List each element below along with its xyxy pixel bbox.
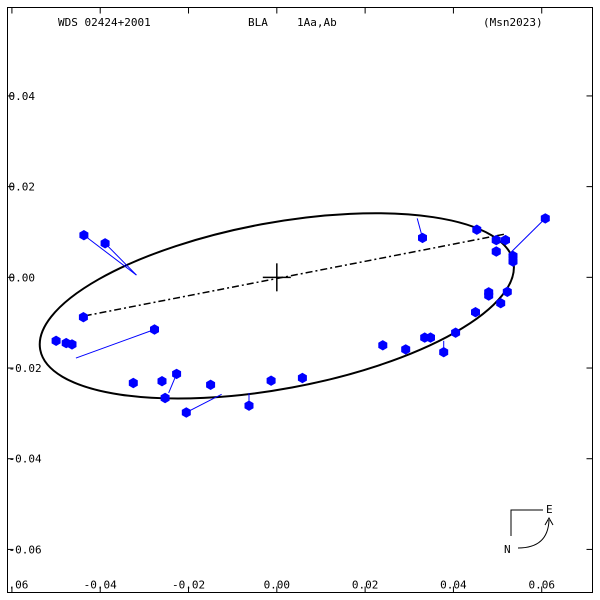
observation-point (501, 234, 510, 246)
observation-point (172, 368, 182, 380)
x-axis-ticks (11, 7, 543, 593)
orbit-reference: (Msn2023) (483, 16, 543, 29)
observation-point (266, 375, 276, 386)
observation-point (78, 312, 88, 323)
observation-point (484, 290, 494, 301)
observation-point (378, 340, 388, 351)
observation-point (508, 256, 518, 267)
x-tick-label: .06 (9, 579, 29, 592)
compass-rotation-arrow (517, 519, 550, 549)
y-tick-label: -0.02 (9, 362, 42, 375)
observation-point (491, 234, 501, 246)
x-tick-label: 0.04 (440, 579, 467, 592)
plot-frame (7, 7, 593, 593)
primary-star-marker (262, 263, 291, 292)
observation-point (128, 377, 138, 389)
observation-point (426, 332, 435, 343)
observation-point (502, 286, 512, 297)
residual-line (83, 234, 137, 276)
observation-point (496, 298, 506, 309)
observation-point (244, 400, 254, 411)
observation-point (418, 232, 427, 244)
observation-point (491, 246, 501, 257)
y-tick-label: 0.00 (9, 271, 36, 284)
x-tick-label: 0.00 (264, 579, 291, 592)
x-tick-label: -0.04 (84, 579, 117, 592)
observation-point (471, 307, 480, 318)
compass-arrow-head (544, 516, 554, 526)
residual-lines (75, 218, 546, 413)
observation-point (206, 379, 216, 390)
orbit-ellipse (38, 212, 515, 400)
compass-axes (510, 509, 543, 536)
observation-point (439, 347, 449, 358)
observation-points (51, 213, 550, 418)
compass-north-label: N (504, 543, 511, 556)
observation-point (472, 224, 482, 235)
observation-point (79, 230, 89, 241)
y-tick-label: 0.02 (9, 181, 36, 194)
compass: E N (504, 503, 554, 556)
observation-point (100, 238, 110, 249)
observation-point (67, 339, 77, 350)
x-tick-label: -0.02 (172, 579, 205, 592)
y-tick-label: -0.06 (9, 543, 42, 556)
x-tick-label: 0.02 (352, 579, 379, 592)
observation-point (401, 344, 411, 355)
residual-line (75, 329, 155, 359)
compass-east-label: E (546, 503, 553, 516)
discoverer-code: BLA (248, 16, 268, 29)
observation-point (160, 392, 170, 404)
x-axis-tick-labels: .06 -0.04 -0.02 0.00 0.02 0.04 0.06 (9, 579, 555, 592)
residual-line (104, 242, 137, 276)
wds-id: WDS 02424+2001 (58, 16, 151, 29)
observation-point (297, 372, 307, 384)
observation-point (157, 376, 167, 387)
observation-point (451, 327, 461, 338)
y-axis-tick-labels: 0.04 0.02 0.00 -0.02 -0.04 -0.06 (9, 90, 42, 556)
y-tick-label: -0.04 (9, 453, 42, 466)
residual-line (186, 393, 222, 413)
line-of-nodes (84, 233, 505, 317)
observation-point (540, 213, 550, 224)
x-tick-label: 0.06 (528, 579, 555, 592)
observation-point (51, 335, 61, 346)
observation-point (150, 324, 159, 335)
y-tick-label: 0.04 (9, 90, 36, 103)
y-axis-ticks (7, 95, 593, 550)
component-pair: 1Aa,Ab (297, 16, 337, 29)
residual-line (508, 218, 546, 256)
observation-point (181, 407, 191, 418)
